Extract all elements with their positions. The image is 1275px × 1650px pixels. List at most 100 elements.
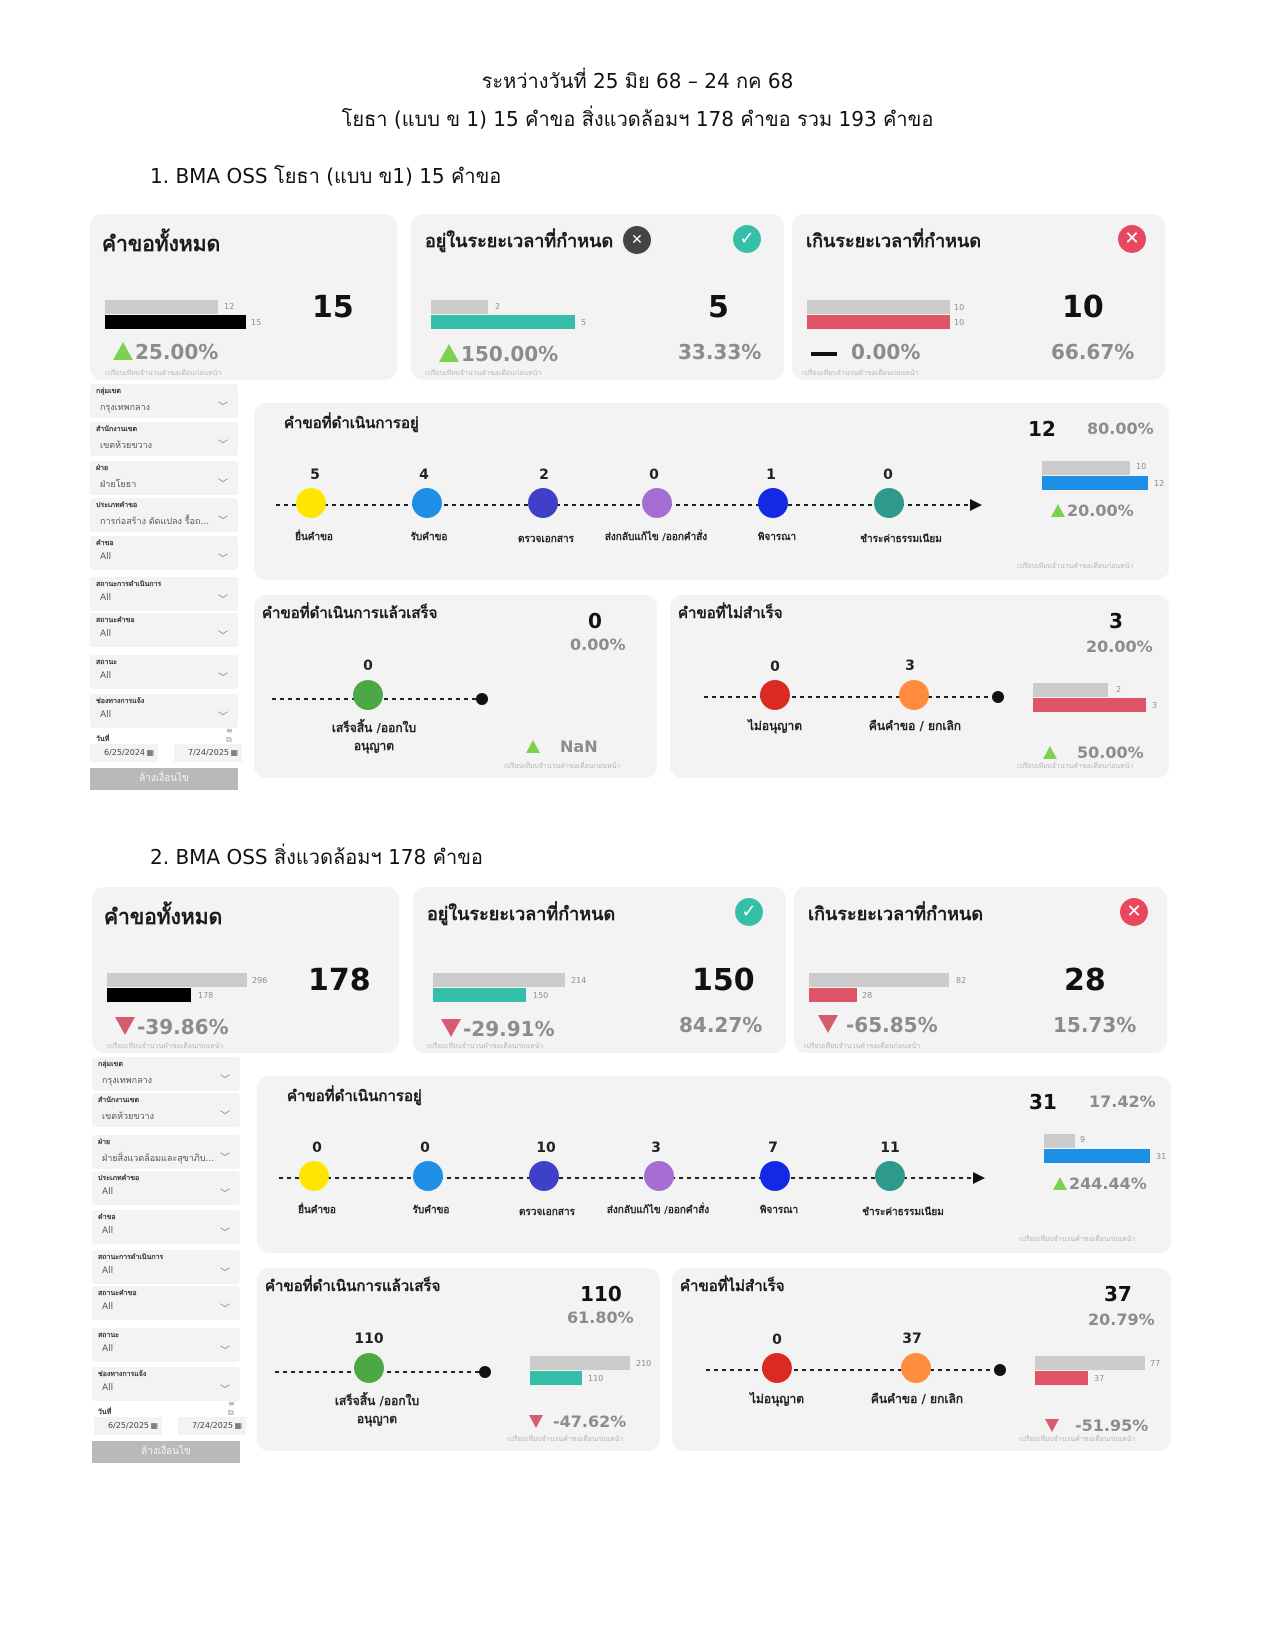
ontime-prev-label: 214 xyxy=(571,976,587,985)
filter-request-status[interactable]: สถานะคำขอ All ﹀ xyxy=(90,613,238,647)
overdue-curr-label: 28 xyxy=(862,991,873,1000)
date-from-input[interactable]: 6/25/2024 ▦ xyxy=(90,744,158,762)
filter-reset-icon[interactable]: ≡ ⧉ xyxy=(228,1399,235,1417)
compare-note: เปรียบเทียบจำนวนคำขอเดือนก่อนหน้า xyxy=(107,1042,224,1050)
step-dot-returned xyxy=(899,680,929,710)
failed-prev-bar xyxy=(1033,683,1108,697)
down-triangle-icon xyxy=(818,1015,838,1033)
compare-note: เปรียบเทียบจำนวนคำขอเดือนก่อนหน้า xyxy=(1019,1435,1136,1443)
filter-request-status[interactable]: สถานะคำขอ All ﹀ xyxy=(92,1286,240,1320)
fail-step-label-returned: คืนคำขอ / ยกเลิก xyxy=(868,719,962,733)
step-dot-submit xyxy=(296,488,326,518)
done-step-count: 110 xyxy=(354,1331,384,1347)
failed-curr-bar xyxy=(1035,1371,1088,1385)
step-label-consider: พิจารณา xyxy=(757,532,797,543)
chevron-down-icon: ﹀ xyxy=(218,554,228,565)
step-count-receive: 4 xyxy=(419,467,429,483)
done-title: คำขอที่ดำเนินการแล้วเสร็จ xyxy=(265,1277,441,1295)
date-from-input[interactable]: 6/25/2025 ▦ xyxy=(94,1417,162,1435)
filter-reset-icon[interactable]: ≡ ⧉ xyxy=(226,726,233,744)
step-label-fee: ชำระค่าธรรมเนียม xyxy=(860,534,942,545)
chevron-down-icon: ﹀ xyxy=(218,631,228,642)
overdue-card: เกินระยะเวลาที่กำหนด ✕ 82 28 28 15.73% -… xyxy=(794,887,1167,1053)
ontime-card-title: อยู่ในระยะเวลาที่กำหนด xyxy=(427,904,616,925)
chevron-down-icon: ﹀ xyxy=(220,1153,230,1164)
filter-zone-group[interactable]: กลุ่มเขต กรุงเทพกลาง ﹀ xyxy=(90,384,238,418)
x-circle-icon: ✕ xyxy=(1120,898,1148,926)
filter-division[interactable]: ฝ่าย ฝ่ายสิ่งแวดล้อมและสุขาภิบ... ﹀ xyxy=(92,1135,240,1169)
done-pct: 61.80% xyxy=(567,1308,634,1327)
check-circle-icon: ✓ xyxy=(735,898,763,926)
ontime-card: อยู่ในระยะเวลาที่กำหนด ✕ ✓ 2 5 5 33.33% … xyxy=(411,214,784,380)
date-to-input[interactable]: 7/24/2025 ▦ xyxy=(178,1417,246,1435)
clear-filters-button[interactable]: ล้างเงื่อนไข xyxy=(90,768,238,790)
clear-filters-button[interactable]: ล้างเงื่อนไข xyxy=(92,1441,240,1463)
total-prev-bar xyxy=(107,973,247,987)
ontime-curr-bar xyxy=(433,988,526,1002)
filter-division[interactable]: ฝ่าย ฝ่ายโยธา ﹀ xyxy=(90,461,238,495)
up-triangle-icon xyxy=(439,344,459,362)
overdue-curr-label: 10 xyxy=(954,318,965,327)
total-card: คำขอทั้งหมด 12 15 15 25.00% เปรียบเทียบจ… xyxy=(90,214,397,380)
dashboard-2: คำขอทั้งหมด 296 178 178 -39.86% เปรียบเท… xyxy=(90,887,1230,1487)
compare-note: เปรียบเทียบจำนวนคำขอเดือนก่อนหน้า xyxy=(802,369,919,377)
overdue-card: เกินระยะเวลาที่กำหนด ✕ 10 10 10 66.67% 0… xyxy=(792,214,1165,380)
chevron-down-icon: ﹀ xyxy=(220,1268,230,1279)
filter-district[interactable]: สำนักงานเขต เขตห้วยขวาง ﹀ xyxy=(92,1093,240,1127)
chevron-down-icon: ﹀ xyxy=(220,1228,230,1239)
close-icon[interactable]: ✕ xyxy=(623,226,651,254)
up-triangle-icon xyxy=(1053,1177,1067,1190)
filter-request[interactable]: คำขอ All ﹀ xyxy=(90,536,238,570)
flow-end-dot xyxy=(479,1366,491,1378)
filter-request[interactable]: คำขอ All ﹀ xyxy=(92,1210,240,1244)
filter-channel[interactable]: ช่องทางการแจ้ง All ﹀ xyxy=(90,694,238,728)
compare-note: เปรียบเทียบจำนวนคำขอเดือนก่อนหน้า xyxy=(425,369,542,377)
filter-channel[interactable]: ช่องทางการแจ้ง All ﹀ xyxy=(92,1367,240,1401)
done-step-label: เสร็จสิ้น /ออกใบอนุญาต xyxy=(334,1394,420,1426)
fail-step-count-denied: 0 xyxy=(770,659,780,675)
filter-status[interactable]: สถานะ All ﹀ xyxy=(92,1328,240,1362)
filter-status[interactable]: สถานะ All ﹀ xyxy=(90,655,238,689)
in-progress-value: 31 xyxy=(1029,1090,1057,1114)
in-progress-curr-label: 12 xyxy=(1154,479,1165,488)
chevron-down-icon: ﹀ xyxy=(220,1304,230,1315)
filter-process-status[interactable]: สถานะการดำเนินการ All ﹀ xyxy=(92,1250,240,1284)
step-label-return: ส่งกลับแก้ไข /ออกคำสั่ง xyxy=(606,1205,710,1216)
total-change: 25.00% xyxy=(113,340,218,364)
down-triangle-icon xyxy=(115,1017,135,1035)
done-card: คำขอที่ดำเนินการแล้วเสร็จ 0 0.00% 0 เสร็… xyxy=(254,595,657,778)
step-label-consider: พิจารณา xyxy=(759,1205,799,1216)
in-progress-title: คำขอที่ดำเนินการอยู่ xyxy=(284,414,419,432)
filter-zone-group[interactable]: กลุ่มเขต กรุงเทพกลาง ﹀ xyxy=(92,1057,240,1091)
step-label-return: ส่งกลับแก้ไข /ออกคำสั่ง xyxy=(604,532,708,543)
header-summary: โยธา (แบบ ข 1) 15 คำขอ สิ่งแวดล้อมฯ 178 … xyxy=(341,107,934,131)
total-change: -39.86% xyxy=(115,1015,229,1039)
overdue-change: 0.00% xyxy=(811,340,920,364)
ontime-change: 150.00% xyxy=(439,342,558,366)
total-prev-label: 296 xyxy=(252,976,268,985)
filter-request-type[interactable]: ประเภทคำขอ การก่อสร้าง ดัดแปลง รื้อถ... ﹀ xyxy=(90,498,238,532)
compare-note: เปรียบเทียบจำนวนคำขอเดือนก่อนหน้า xyxy=(1017,562,1134,570)
step-count-return: 0 xyxy=(649,467,659,483)
filter-process-status[interactable]: สถานะการดำเนินการ All ﹀ xyxy=(90,577,238,611)
filter-request-type[interactable]: ประเภทคำขอ All ﹀ xyxy=(92,1171,240,1205)
step-dot-return xyxy=(642,488,672,518)
overdue-prev-label: 82 xyxy=(956,976,967,985)
step-label-receive: รับคำขอ xyxy=(410,532,448,543)
date-label: วันที่ xyxy=(96,735,110,743)
step-count-submit: 5 xyxy=(310,467,320,483)
step-label-check-docs: ตรวจเอกสาร xyxy=(518,534,574,545)
fail-step-count-returned: 3 xyxy=(905,658,915,674)
date-to-input[interactable]: 7/24/2025 ▦ xyxy=(174,744,242,762)
chevron-down-icon: ﹀ xyxy=(218,402,228,413)
up-triangle-icon xyxy=(1043,746,1057,759)
filter-district[interactable]: สำนักงานเขต เขตห้วยขวาง ﹀ xyxy=(90,422,238,456)
failed-prev-bar xyxy=(1035,1356,1145,1370)
in-progress-pct: 80.00% xyxy=(1087,419,1154,438)
step-dot-return xyxy=(644,1161,674,1191)
chevron-down-icon: ﹀ xyxy=(220,1111,230,1122)
overdue-pct: 66.67% xyxy=(1051,340,1135,364)
failed-pct: 20.79% xyxy=(1088,1310,1155,1329)
flow-end-dot xyxy=(994,1364,1006,1376)
ontime-value: 150 xyxy=(692,963,755,998)
